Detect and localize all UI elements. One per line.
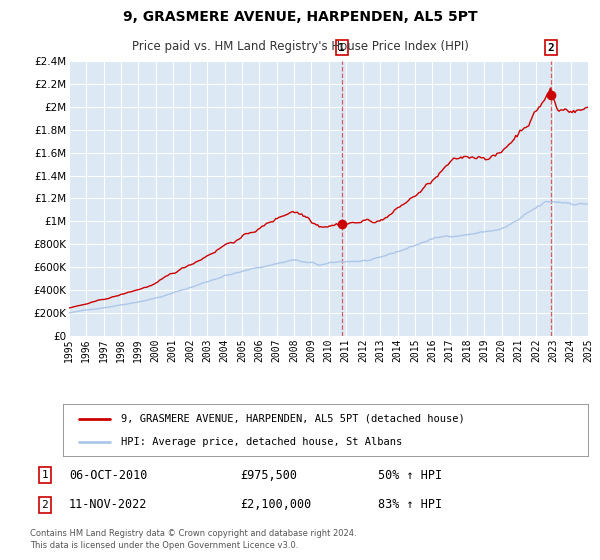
Text: HPI: Average price, detached house, St Albans: HPI: Average price, detached house, St A… — [121, 437, 402, 447]
Text: 1: 1 — [41, 470, 49, 480]
Text: Contains HM Land Registry data © Crown copyright and database right 2024.: Contains HM Land Registry data © Crown c… — [30, 529, 356, 538]
Text: £2,100,000: £2,100,000 — [240, 498, 311, 511]
Text: 83% ↑ HPI: 83% ↑ HPI — [378, 498, 442, 511]
Text: 9, GRASMERE AVENUE, HARPENDEN, AL5 5PT: 9, GRASMERE AVENUE, HARPENDEN, AL5 5PT — [122, 10, 478, 24]
Text: 2: 2 — [548, 43, 554, 53]
Text: Price paid vs. HM Land Registry's House Price Index (HPI): Price paid vs. HM Land Registry's House … — [131, 40, 469, 53]
Text: 11-NOV-2022: 11-NOV-2022 — [69, 498, 148, 511]
Text: 1: 1 — [338, 43, 345, 53]
Text: 9, GRASMERE AVENUE, HARPENDEN, AL5 5PT (detached house): 9, GRASMERE AVENUE, HARPENDEN, AL5 5PT (… — [121, 413, 464, 423]
Text: This data is licensed under the Open Government Licence v3.0.: This data is licensed under the Open Gov… — [30, 540, 298, 549]
Text: 50% ↑ HPI: 50% ↑ HPI — [378, 469, 442, 482]
Text: 06-OCT-2010: 06-OCT-2010 — [69, 469, 148, 482]
Text: 2: 2 — [41, 500, 49, 510]
Text: £975,500: £975,500 — [240, 469, 297, 482]
